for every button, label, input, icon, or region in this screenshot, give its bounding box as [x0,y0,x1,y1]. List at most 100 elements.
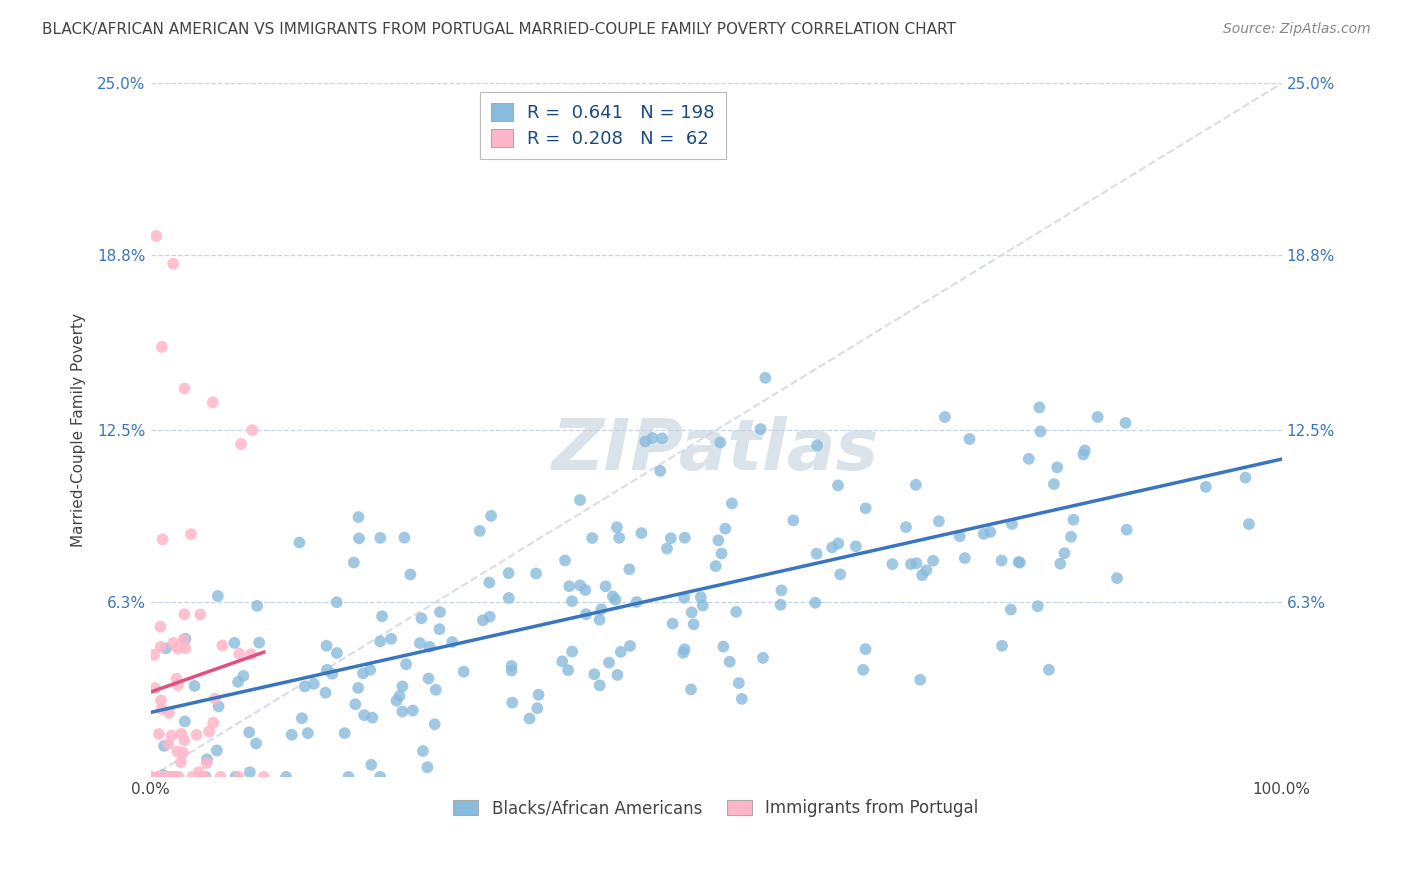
Point [418,640,440,654]
Point [501,659,523,673]
Point [1074,443,1097,458]
Point [411,611,433,625]
Point [569,578,592,592]
Point [904,478,927,492]
Point [551,654,574,668]
Point [423,717,446,731]
Point [852,663,875,677]
Point [689,590,711,604]
Point [325,595,347,609]
Point [922,554,945,568]
Point [1062,513,1084,527]
Point [188,607,211,622]
Point [194,770,217,784]
Point [591,602,613,616]
Point [385,694,408,708]
Point [1043,477,1066,491]
Point [224,770,246,784]
Point [498,566,520,580]
Point [316,663,339,677]
Point [806,547,828,561]
Point [655,541,678,556]
Point [1234,470,1257,484]
Point [145,229,167,244]
Point [519,712,541,726]
Point [167,770,190,784]
Point [294,680,316,694]
Point [149,620,172,634]
Point [226,674,249,689]
Point [606,520,628,534]
Point [959,432,981,446]
Point [155,770,177,784]
Point [347,532,370,546]
Point [368,770,391,784]
Legend: Blacks/African Americans, Immigrants from Portugal: Blacks/African Americans, Immigrants fro… [447,793,986,824]
Point [149,640,172,654]
Point [650,464,672,478]
Point [143,681,166,696]
Point [353,708,375,723]
Point [174,632,197,646]
Point [170,727,193,741]
Point [752,650,775,665]
Point [1046,460,1069,475]
Point [1115,523,1137,537]
Point [337,770,360,784]
Point [172,746,194,760]
Point [1087,409,1109,424]
Point [187,765,209,780]
Point [501,696,523,710]
Point [681,605,703,619]
Point [769,598,792,612]
Point [159,770,181,784]
Point [1008,555,1031,569]
Point [501,664,523,678]
Point [953,551,976,566]
Point [1008,556,1031,570]
Text: ZIPatlas: ZIPatlas [553,417,880,485]
Point [619,639,641,653]
Point [190,770,212,784]
Point [830,567,852,582]
Point [561,644,583,658]
Point [855,501,877,516]
Point [347,510,370,524]
Point [302,677,325,691]
Point [1049,557,1071,571]
Point [333,726,356,740]
Point [1237,517,1260,532]
Point [673,531,696,545]
Point [900,557,922,571]
Point [429,622,451,636]
Point [190,770,212,784]
Point [641,431,664,445]
Point [360,757,382,772]
Point [804,596,827,610]
Point [1018,451,1040,466]
Point [673,642,696,657]
Point [155,641,177,656]
Point [526,701,548,715]
Point [882,557,904,571]
Point [150,340,173,354]
Point [280,728,302,742]
Point [1105,571,1128,585]
Point [239,765,262,780]
Point [149,693,172,707]
Point [661,616,683,631]
Point [343,556,366,570]
Point [412,744,434,758]
Point [1053,546,1076,560]
Point [704,559,727,574]
Point [148,727,170,741]
Point [558,579,581,593]
Point [163,770,186,784]
Point [754,371,776,385]
Point [193,770,215,784]
Point [402,704,425,718]
Point [153,739,176,753]
Point [605,592,627,607]
Point [1060,530,1083,544]
Point [1026,599,1049,614]
